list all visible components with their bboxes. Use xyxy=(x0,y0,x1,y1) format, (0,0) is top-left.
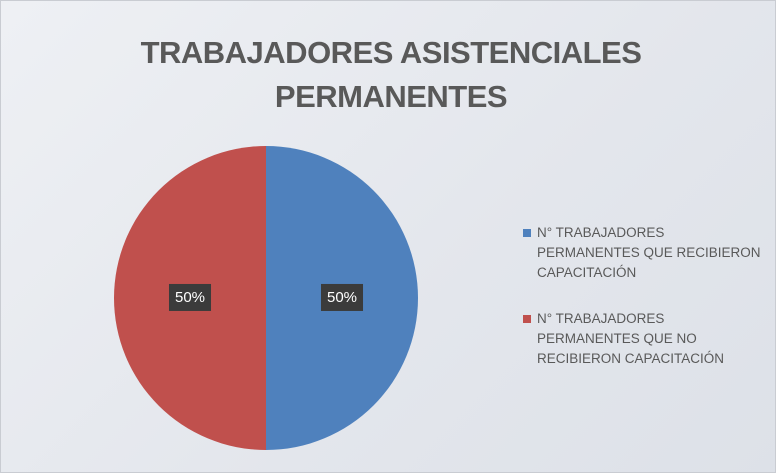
legend-label: N° TRABAJADORES PERMANENTES QUE NO RECIB… xyxy=(537,311,725,366)
legend-swatch xyxy=(523,229,531,237)
legend-label: N° TRABAJADORES PERMANENTES QUE RECIBIER… xyxy=(537,225,761,280)
chart-title: TRABAJADORES ASISTENCIALES PERMANENTES xyxy=(140,35,642,114)
data-label-box xyxy=(320,283,364,311)
data-label-box xyxy=(168,283,212,311)
legend-swatch xyxy=(523,315,531,323)
legend-item: N° TRABAJADORES PERMANENTES QUE RECIBIER… xyxy=(523,223,763,283)
legend-item: N° TRABAJADORES PERMANENTES QUE NO RECIB… xyxy=(523,309,763,369)
data-label-text: 50% xyxy=(175,289,205,306)
data-label: 50% xyxy=(320,283,364,311)
data-label-text: 50% xyxy=(327,289,357,306)
data-label: 50% xyxy=(168,283,212,311)
